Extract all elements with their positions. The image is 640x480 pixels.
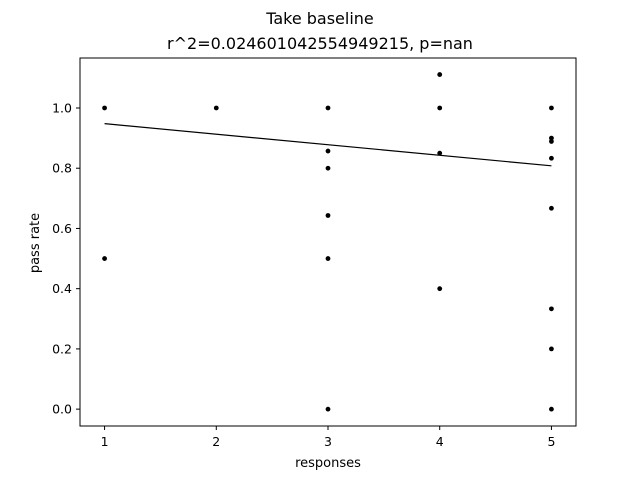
data-point: [325, 406, 331, 412]
plot-area: 1 2 3 4 5 0.0 0.2 0.4 0.6 0.8 1.0: [52, 57, 577, 449]
y-tick-label: 1.0: [52, 100, 72, 115]
data-point: [213, 105, 219, 111]
data-point: [102, 256, 107, 261]
data-point: [549, 135, 554, 141]
y-tick-label: 0.0: [52, 402, 72, 417]
data-point: [437, 105, 443, 111]
x-tick-label: 2: [212, 434, 220, 449]
y-axis-label: pass rate: [28, 213, 43, 273]
data-point: [549, 346, 554, 352]
data-point: [549, 105, 554, 111]
y-tick-label: 0.8: [52, 161, 72, 176]
chart-title: Take baseline: [265, 9, 374, 28]
data-point: [549, 306, 554, 312]
x-tick-label: 3: [324, 434, 332, 449]
data-point: [325, 213, 331, 218]
fit-line: [104, 123, 552, 167]
data-point: [437, 72, 443, 77]
chart-subtitle: r^2=0.024601042554949215, p=nan: [167, 34, 473, 53]
data-point: [102, 105, 107, 111]
data-point: [325, 148, 331, 154]
x-axis-label: responses: [295, 456, 361, 471]
y-tick-label: 0.2: [52, 341, 72, 356]
x-tick-label: 1: [101, 434, 109, 449]
y-tick-label: 0.4: [52, 281, 72, 296]
data-point: [549, 205, 554, 211]
data-point: [437, 286, 443, 292]
data-point: [549, 139, 554, 144]
data-point: [549, 406, 554, 412]
axes-frame: [79, 57, 577, 427]
x-tick-label: 4: [436, 434, 444, 449]
data-point: [325, 256, 331, 261]
data-point: [325, 165, 331, 171]
y-tick-label: 0.6: [52, 221, 72, 236]
data-point: [437, 150, 443, 156]
x-tick-label: 5: [547, 434, 555, 449]
data-point: [325, 105, 331, 111]
data-point: [549, 155, 554, 161]
